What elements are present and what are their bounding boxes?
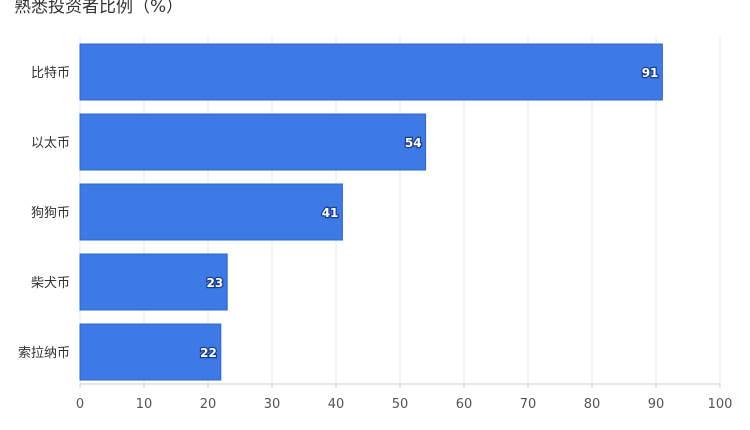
category-label-2: 以太币 (31, 136, 70, 151)
value-label-3: 41 (322, 206, 339, 220)
value-label-4: 23 (206, 276, 223, 290)
x-tick-label-100: 100 (708, 397, 733, 412)
category-label-5: 索拉纳币 (18, 346, 70, 361)
x-tick-label-10: 10 (136, 397, 153, 412)
category-label-3: 狗狗币 (31, 206, 70, 221)
bar-1 (79, 43, 663, 101)
bar-3 (79, 183, 343, 241)
x-tick-label-50: 50 (392, 397, 409, 412)
bar-2 (79, 113, 427, 171)
x-tick-label-0: 0 (76, 397, 84, 412)
value-label-2: 54 (405, 136, 422, 150)
x-tick-label-20: 20 (200, 397, 217, 412)
x-tick-label-90: 90 (648, 397, 665, 412)
x-tick-label-80: 80 (584, 397, 601, 412)
x-tick-label-60: 60 (456, 397, 473, 412)
value-label-1: 91 (642, 66, 659, 80)
category-label-1: 比特币 (31, 66, 70, 81)
x-tick-label-70: 70 (520, 397, 537, 412)
category-label-4: 柴犬币 (31, 276, 70, 291)
value-label-5: 22 (200, 346, 217, 360)
x-tick-label-40: 40 (328, 397, 345, 412)
bar-4 (79, 253, 228, 311)
x-tick-label-30: 30 (264, 397, 281, 412)
chart-title: 熟悉投资者比例（%） (14, 0, 184, 17)
bar-5 (79, 323, 222, 381)
